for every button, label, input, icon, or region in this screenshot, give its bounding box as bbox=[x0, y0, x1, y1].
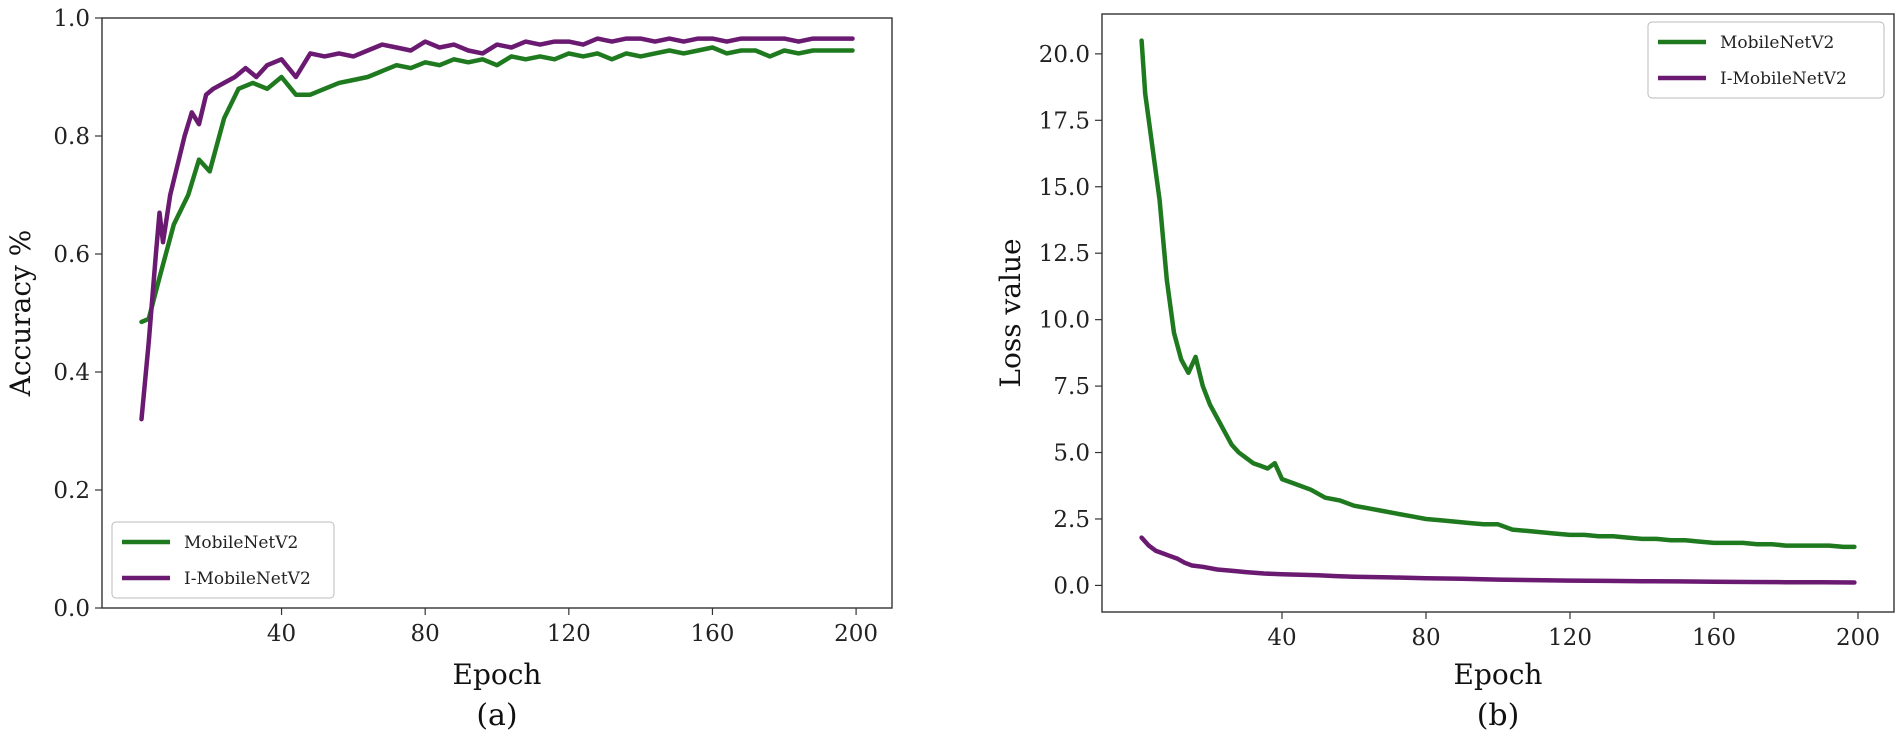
panel-caption: (a) bbox=[476, 698, 517, 733]
y-axis-label: Accuracy % bbox=[4, 230, 37, 398]
x-tick-label: 80 bbox=[1411, 625, 1440, 651]
series-line-mobilenetv2 bbox=[1139, 38, 1857, 550]
y-tick-label: 12.5 bbox=[1039, 241, 1090, 267]
y-tick-label: 0.8 bbox=[53, 124, 90, 150]
loss-chart: 40 80 120 160 200 0.0 2.5 5.0 7.5 10.0 12.5 15.0 17.… bbox=[994, 13, 1895, 733]
x-tick-label: 40 bbox=[267, 621, 296, 647]
y-tick-label: 17.5 bbox=[1039, 108, 1090, 134]
tick-group: 40 80 120 160 200 0.0 0.2 0.4 0.6 0.8 1.0 bbox=[53, 6, 878, 647]
y-tick-label: 2.5 bbox=[1053, 507, 1090, 533]
y-tick-label: 10.0 bbox=[1039, 308, 1090, 334]
y-tick-label: 15.0 bbox=[1039, 175, 1090, 201]
x-tick-label: 160 bbox=[1692, 625, 1736, 651]
legend-label-mobilenetv2: MobileNetV2 bbox=[1720, 33, 1834, 53]
plot-frame bbox=[101, 17, 893, 609]
y-tick-label: 5.0 bbox=[1053, 441, 1090, 467]
series-group bbox=[139, 36, 855, 422]
series-line-i-mobilenetv2 bbox=[1139, 535, 1857, 585]
series-line-i-mobilenetv2 bbox=[139, 36, 855, 422]
x-tick-label: 120 bbox=[1548, 625, 1592, 651]
x-tick-label: 200 bbox=[834, 621, 878, 647]
x-tick-label: 40 bbox=[1267, 625, 1296, 651]
legend-label-mobilenetv2: MobileNetV2 bbox=[184, 533, 298, 553]
y-tick-label: 0.0 bbox=[1053, 573, 1090, 599]
series-group bbox=[1139, 38, 1857, 585]
x-tick-label: 80 bbox=[411, 621, 440, 647]
plot-frame bbox=[1101, 13, 1895, 613]
y-tick-label: 1.0 bbox=[53, 6, 90, 32]
accuracy-chart: 40 80 120 160 200 0.0 0.2 0.4 0.6 0.8 1.0 Epoch Ac… bbox=[4, 6, 893, 733]
y-tick-label: 7.5 bbox=[1053, 374, 1090, 400]
panel-caption: (b) bbox=[1477, 698, 1520, 733]
y-tick-label: 0.2 bbox=[53, 478, 90, 504]
y-tick-label: 20.0 bbox=[1039, 42, 1090, 68]
y-tick-label: 0.4 bbox=[53, 360, 90, 386]
y-tick-label: 0.0 bbox=[53, 596, 90, 622]
legend: MobileNetV2 I-MobileNetV2 bbox=[1647, 21, 1885, 99]
y-tick-label: 0.6 bbox=[53, 242, 90, 268]
x-tick-label: 160 bbox=[691, 621, 735, 647]
y-axis-label: Loss value bbox=[994, 238, 1027, 387]
legend-box bbox=[1647, 21, 1885, 99]
x-axis-label: Epoch bbox=[1454, 658, 1543, 691]
tick-group: 40 80 120 160 200 0.0 2.5 5.0 7.5 10.0 12.5 15.0 17.… bbox=[1039, 42, 1880, 651]
legend: MobileNetV2 I-MobileNetV2 bbox=[111, 521, 335, 599]
x-tick-label: 120 bbox=[547, 621, 591, 647]
x-tick-label: 200 bbox=[1836, 625, 1880, 651]
x-axis-label: Epoch bbox=[453, 658, 542, 691]
series-line-mobilenetv2 bbox=[139, 45, 855, 325]
legend-label-i-mobilenetv2: I-MobileNetV2 bbox=[184, 569, 311, 589]
legend-label-i-mobilenetv2: I-MobileNetV2 bbox=[1720, 69, 1847, 89]
